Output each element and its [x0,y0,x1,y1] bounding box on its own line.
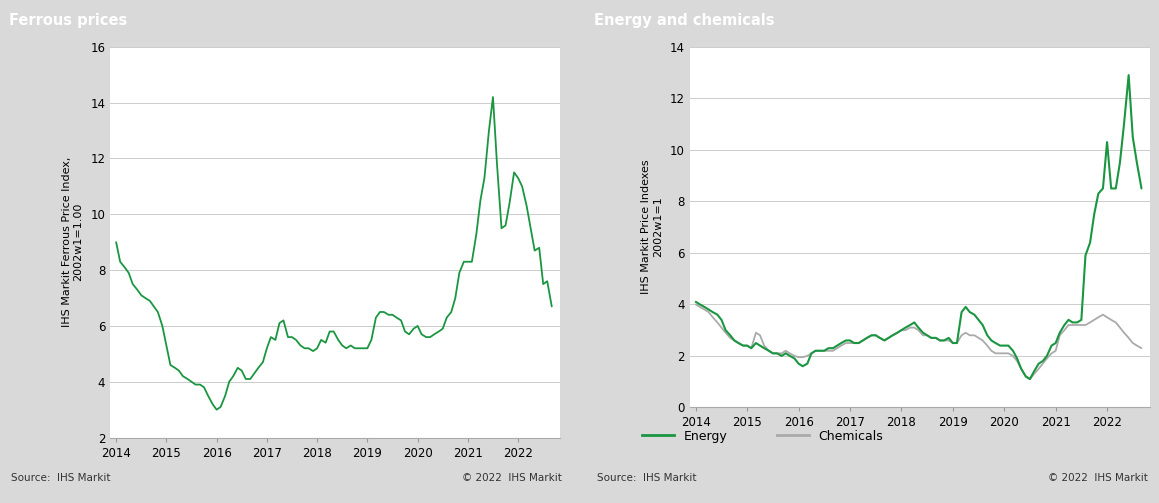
Y-axis label: IHS Markit Price Indexes
2002w1=1: IHS Markit Price Indexes 2002w1=1 [641,160,663,294]
Text: Ferrous prices: Ferrous prices [8,13,126,28]
Legend: Energy, Chemicals: Energy, Chemicals [637,425,889,448]
Text: Energy and chemicals: Energy and chemicals [593,13,774,28]
Text: © 2022  IHS Markit: © 2022 IHS Markit [462,473,562,483]
Text: Source:  IHS Markit: Source: IHS Markit [12,473,111,483]
Y-axis label: IHS Markit Ferrous Price Index,
2002w1=1.00: IHS Markit Ferrous Price Index, 2002w1=1… [61,157,83,327]
Text: © 2022  IHS Markit: © 2022 IHS Markit [1048,473,1147,483]
Text: Source:  IHS Markit: Source: IHS Markit [597,473,697,483]
